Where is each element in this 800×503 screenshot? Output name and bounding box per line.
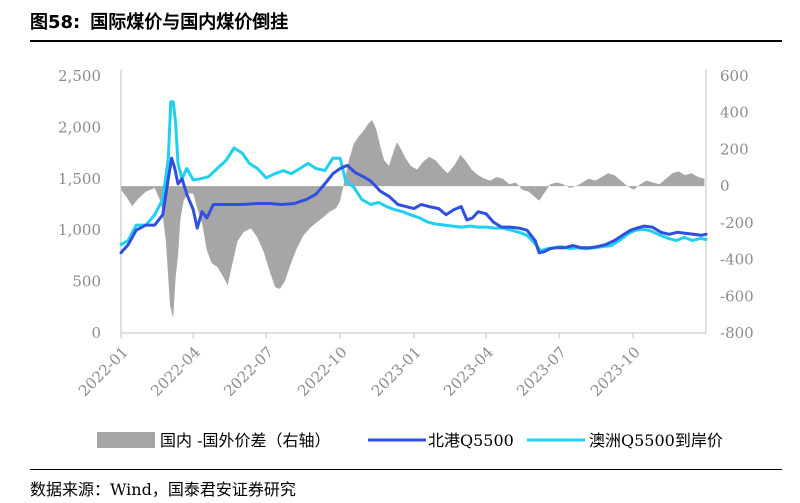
x-tick-label: 2023-01: [368, 343, 425, 400]
source-rule: [30, 469, 782, 470]
legend: 国内 -国外价差（右轴） 北港Q5500 澳洲Q5500到岸价: [97, 431, 723, 450]
legend-label-spread: 国内 -国外价差（右轴）: [160, 431, 331, 450]
x-tick-label: 2022-10: [294, 343, 351, 400]
y-left-tick-label: 2,500: [58, 67, 101, 85]
figure-title: 图58: 国际煤价与国内煤价倒挂: [30, 8, 288, 34]
y-left-tick-label: 0: [91, 324, 101, 342]
y-right-tick-label: 400: [720, 104, 749, 122]
y-right-tick-label: 600: [720, 67, 749, 85]
figure-title-text: 国际煤价与国内煤价倒挂: [90, 12, 289, 33]
y-left-tick-label: 1,500: [58, 170, 101, 188]
y-right-tick-label: -200: [720, 214, 754, 232]
x-tick-label: 2022-04: [147, 343, 204, 400]
title-rule: [30, 40, 782, 42]
figure-number: 图58:: [30, 12, 81, 33]
x-tick-label: 2023-07: [513, 343, 570, 400]
x-tick-label: 2022-01: [75, 343, 132, 400]
legend-label-australia: 澳洲Q5500到岸价: [589, 431, 723, 450]
x-tick-label: 2023-10: [587, 343, 644, 400]
data-source: 数据来源：Wind，国泰君安证券研究: [30, 480, 296, 499]
axis-layer: [120, 70, 707, 338]
north-port-q5500-line: [119, 156, 708, 255]
x-tick-label: 2023-04: [440, 343, 497, 400]
line-layer: [119, 100, 708, 255]
y-right-tick-label: 0: [720, 177, 730, 195]
y-right-tick-label: 200: [720, 140, 749, 158]
spread-area: [121, 120, 705, 319]
y-right-tick-label: -600: [720, 287, 754, 305]
y-left-tick-label: 2,000: [58, 118, 101, 136]
y-left-tick-label: 1,000: [58, 221, 101, 239]
y-right-tick-label: -400: [720, 251, 754, 269]
spread-area-layer: [121, 120, 705, 319]
y-left-tick-label: 500: [72, 273, 101, 291]
y-right-tick-label: -800: [720, 324, 754, 342]
tick-label-layer: 0 500 1,000 1,500 2,000 2,500 -800 -600 -400 -200…: [58, 67, 754, 400]
legend-label-north-port: 北港Q5500: [428, 431, 514, 450]
legend-swatch-spread: [97, 432, 155, 448]
x-tick-label: 2022-07: [220, 343, 277, 400]
